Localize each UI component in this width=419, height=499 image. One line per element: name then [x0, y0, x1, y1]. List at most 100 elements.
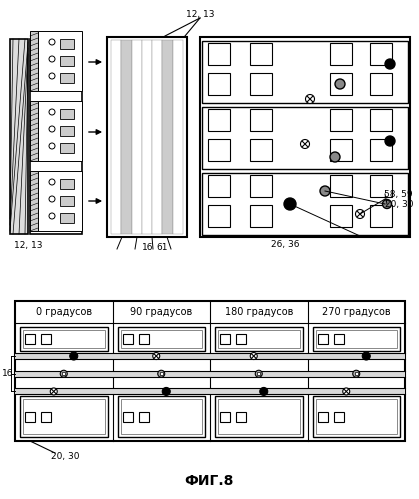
- Bar: [30, 39, 82, 234]
- Circle shape: [300, 140, 310, 149]
- Bar: [257, 372, 260, 375]
- Bar: [107, 37, 187, 237]
- Bar: [316, 330, 397, 348]
- Circle shape: [343, 388, 350, 395]
- Bar: [25, 334, 35, 344]
- Text: 180 градусов: 180 градусов: [225, 307, 293, 317]
- Bar: [139, 334, 149, 344]
- Text: 61: 61: [156, 243, 168, 251]
- Bar: [15, 353, 405, 359]
- Bar: [122, 412, 132, 422]
- Circle shape: [49, 109, 55, 115]
- Circle shape: [49, 126, 55, 132]
- Bar: [354, 372, 358, 375]
- Bar: [220, 412, 230, 422]
- Bar: [30, 101, 38, 161]
- Circle shape: [49, 143, 55, 149]
- Bar: [62, 372, 65, 375]
- Circle shape: [355, 210, 365, 219]
- Bar: [60, 109, 74, 119]
- Bar: [236, 334, 246, 344]
- Circle shape: [385, 136, 395, 146]
- Bar: [121, 330, 202, 348]
- Bar: [250, 43, 272, 65]
- Text: 0 градусов: 0 градусов: [36, 307, 92, 317]
- Bar: [208, 139, 230, 161]
- Circle shape: [49, 39, 55, 45]
- Bar: [20, 396, 108, 437]
- Bar: [117, 396, 205, 437]
- Bar: [200, 37, 410, 237]
- Circle shape: [320, 186, 330, 196]
- Bar: [173, 40, 183, 234]
- Bar: [60, 143, 74, 153]
- Bar: [208, 205, 230, 227]
- Bar: [250, 139, 272, 161]
- Bar: [318, 334, 328, 344]
- Circle shape: [49, 196, 55, 202]
- Bar: [30, 171, 38, 231]
- Bar: [330, 139, 352, 161]
- Circle shape: [49, 73, 55, 79]
- Bar: [30, 31, 38, 91]
- Bar: [38, 101, 82, 161]
- Bar: [330, 175, 352, 197]
- Bar: [41, 412, 51, 422]
- Bar: [111, 40, 121, 234]
- Circle shape: [49, 179, 55, 185]
- Bar: [160, 372, 163, 375]
- Bar: [208, 175, 230, 197]
- Bar: [60, 213, 74, 223]
- Bar: [208, 43, 230, 65]
- Bar: [60, 196, 74, 206]
- Circle shape: [353, 370, 360, 377]
- Bar: [218, 399, 300, 434]
- Bar: [25, 412, 35, 422]
- Text: 90 градусов: 90 градусов: [130, 307, 192, 317]
- Bar: [218, 330, 300, 348]
- Bar: [370, 109, 392, 131]
- Bar: [0, 0, 419, 264]
- Bar: [330, 43, 352, 65]
- Bar: [15, 388, 405, 394]
- Bar: [250, 205, 272, 227]
- Circle shape: [362, 352, 370, 360]
- Bar: [121, 40, 132, 234]
- Bar: [316, 399, 397, 434]
- Bar: [215, 327, 303, 351]
- Bar: [10, 39, 28, 234]
- Text: 270 градусов: 270 градусов: [322, 307, 391, 317]
- Bar: [202, 173, 408, 235]
- Text: ФИГ.8: ФИГ.8: [184, 474, 234, 488]
- Bar: [15, 371, 405, 377]
- Bar: [152, 40, 163, 234]
- Text: 26, 36: 26, 36: [271, 240, 299, 249]
- Bar: [60, 73, 74, 83]
- Bar: [163, 40, 173, 234]
- Text: 12, 13: 12, 13: [14, 241, 42, 250]
- Bar: [15, 301, 405, 441]
- Bar: [250, 73, 272, 95]
- Bar: [38, 31, 82, 91]
- Bar: [318, 412, 328, 422]
- Bar: [139, 412, 149, 422]
- Circle shape: [70, 352, 78, 360]
- Circle shape: [255, 370, 262, 377]
- Bar: [334, 334, 344, 344]
- Bar: [370, 139, 392, 161]
- Text: 20, 30: 20, 30: [385, 200, 413, 209]
- Text: 12, 13: 12, 13: [186, 9, 214, 18]
- Bar: [370, 43, 392, 65]
- Bar: [370, 205, 392, 227]
- Bar: [122, 334, 132, 344]
- Bar: [117, 327, 205, 351]
- Bar: [330, 109, 352, 131]
- Circle shape: [50, 388, 57, 395]
- Circle shape: [49, 56, 55, 62]
- Circle shape: [60, 370, 67, 377]
- Bar: [330, 73, 352, 95]
- Bar: [121, 399, 202, 434]
- Bar: [202, 107, 408, 169]
- Circle shape: [385, 59, 395, 69]
- Circle shape: [305, 94, 315, 103]
